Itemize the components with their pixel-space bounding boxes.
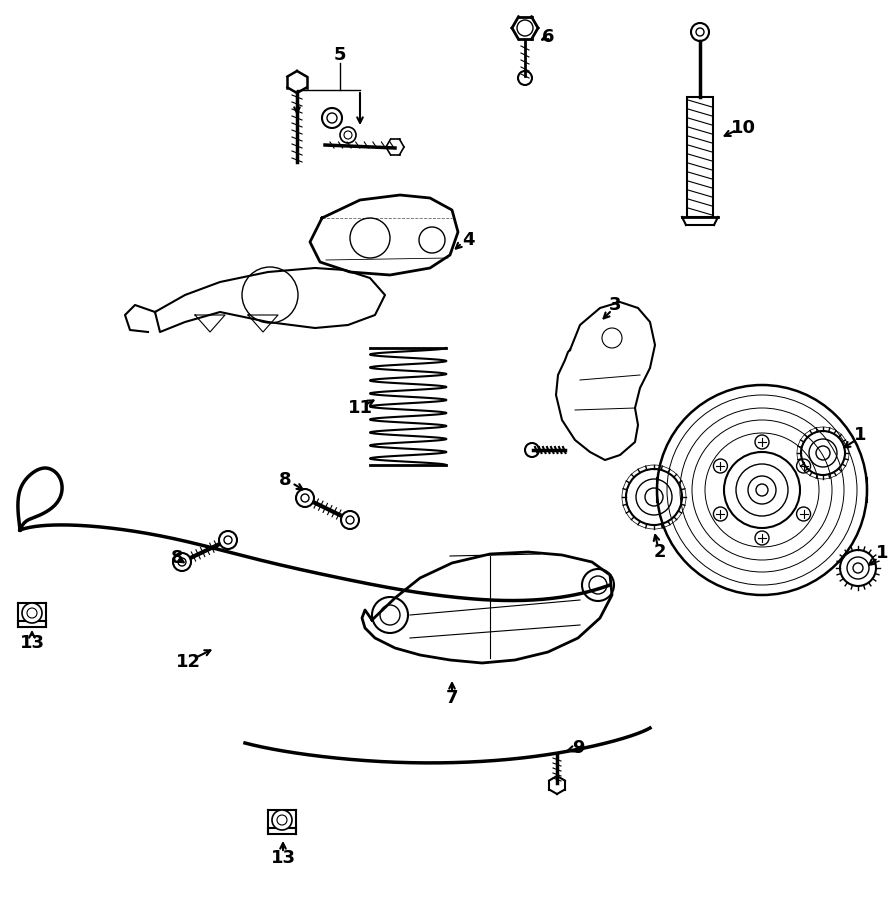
Text: 8: 8 xyxy=(170,549,184,567)
Polygon shape xyxy=(310,195,458,275)
Bar xyxy=(687,97,713,217)
Text: 2: 2 xyxy=(654,543,666,561)
Text: 7: 7 xyxy=(446,689,458,707)
Circle shape xyxy=(219,531,237,549)
Circle shape xyxy=(296,489,314,507)
Bar xyxy=(268,828,296,834)
Circle shape xyxy=(22,603,42,623)
Text: 3: 3 xyxy=(608,296,621,314)
Text: 12: 12 xyxy=(176,653,201,671)
Bar xyxy=(18,621,46,627)
Text: 9: 9 xyxy=(572,739,584,757)
Circle shape xyxy=(173,553,191,571)
Text: 10: 10 xyxy=(731,119,756,137)
Text: 13: 13 xyxy=(270,849,295,867)
Text: 5: 5 xyxy=(334,46,346,64)
Polygon shape xyxy=(155,268,385,332)
Text: 4: 4 xyxy=(462,231,475,249)
Text: 1: 1 xyxy=(854,426,866,444)
Polygon shape xyxy=(362,552,612,663)
Polygon shape xyxy=(556,302,655,460)
Text: 1: 1 xyxy=(876,544,888,562)
Text: 8: 8 xyxy=(278,471,292,489)
Text: 11: 11 xyxy=(348,399,373,417)
Circle shape xyxy=(341,511,359,529)
Text: 6: 6 xyxy=(541,28,554,46)
Circle shape xyxy=(272,810,292,830)
Text: 13: 13 xyxy=(20,634,45,652)
